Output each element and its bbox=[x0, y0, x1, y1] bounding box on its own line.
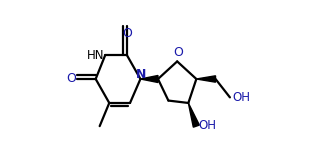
Text: HN: HN bbox=[87, 49, 105, 62]
Text: O: O bbox=[122, 27, 132, 40]
Polygon shape bbox=[196, 76, 216, 82]
Text: OH: OH bbox=[199, 119, 217, 132]
Text: N: N bbox=[136, 69, 146, 81]
Polygon shape bbox=[188, 103, 199, 127]
Polygon shape bbox=[140, 75, 158, 83]
Text: OH: OH bbox=[232, 91, 250, 104]
Text: O: O bbox=[173, 46, 183, 59]
Text: O: O bbox=[66, 72, 76, 86]
